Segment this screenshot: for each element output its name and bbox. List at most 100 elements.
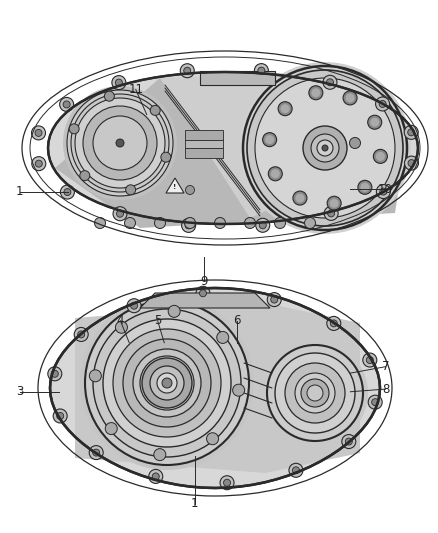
Text: 7: 7	[381, 360, 389, 373]
Circle shape	[64, 189, 71, 196]
Text: 9: 9	[200, 275, 208, 288]
Circle shape	[408, 159, 415, 167]
Circle shape	[404, 125, 418, 139]
Circle shape	[184, 217, 195, 229]
Circle shape	[117, 210, 124, 217]
Circle shape	[53, 409, 67, 423]
Circle shape	[35, 130, 42, 136]
Text: 11: 11	[128, 83, 143, 96]
Ellipse shape	[157, 373, 177, 393]
Circle shape	[268, 167, 282, 181]
Circle shape	[304, 217, 315, 229]
Ellipse shape	[301, 379, 329, 407]
Text: 1: 1	[191, 497, 199, 510]
Circle shape	[182, 219, 196, 232]
Circle shape	[265, 135, 274, 144]
Circle shape	[32, 157, 46, 171]
Ellipse shape	[140, 356, 194, 410]
Circle shape	[180, 64, 194, 78]
Circle shape	[207, 433, 219, 445]
Circle shape	[259, 222, 266, 229]
Text: 5: 5	[154, 314, 161, 327]
Circle shape	[131, 302, 138, 309]
Circle shape	[368, 395, 382, 409]
Polygon shape	[185, 148, 223, 158]
Circle shape	[80, 171, 90, 181]
Circle shape	[271, 169, 280, 178]
Circle shape	[116, 139, 124, 147]
Circle shape	[404, 156, 418, 170]
Circle shape	[263, 133, 277, 147]
Circle shape	[309, 86, 323, 100]
Ellipse shape	[267, 345, 363, 441]
Circle shape	[373, 149, 387, 164]
Circle shape	[74, 327, 88, 342]
Circle shape	[267, 293, 281, 306]
Circle shape	[105, 423, 117, 434]
Ellipse shape	[83, 106, 157, 180]
Circle shape	[323, 75, 337, 90]
Circle shape	[186, 185, 194, 195]
Ellipse shape	[133, 349, 201, 417]
Polygon shape	[50, 288, 380, 488]
Circle shape	[215, 217, 226, 229]
Circle shape	[372, 399, 379, 406]
Ellipse shape	[80, 296, 254, 470]
Circle shape	[326, 79, 333, 86]
Circle shape	[256, 219, 270, 232]
Circle shape	[408, 129, 415, 136]
Circle shape	[281, 104, 290, 113]
Ellipse shape	[103, 319, 231, 447]
Circle shape	[60, 98, 74, 111]
Polygon shape	[55, 78, 405, 228]
Circle shape	[155, 217, 166, 229]
Ellipse shape	[303, 126, 347, 170]
Text: 3: 3	[16, 385, 23, 398]
Polygon shape	[75, 303, 360, 473]
Ellipse shape	[307, 385, 323, 401]
Ellipse shape	[93, 309, 241, 457]
Text: 6: 6	[233, 314, 240, 327]
Circle shape	[112, 76, 126, 90]
Circle shape	[293, 467, 300, 474]
Circle shape	[149, 470, 163, 483]
Circle shape	[330, 320, 337, 327]
Circle shape	[379, 100, 386, 108]
Ellipse shape	[147, 363, 187, 403]
Polygon shape	[200, 71, 275, 85]
Ellipse shape	[113, 329, 221, 437]
Ellipse shape	[71, 94, 169, 192]
Circle shape	[311, 88, 320, 97]
Circle shape	[350, 138, 360, 149]
Ellipse shape	[85, 301, 249, 465]
Circle shape	[244, 217, 255, 229]
Circle shape	[233, 384, 245, 396]
Polygon shape	[48, 72, 418, 224]
Circle shape	[376, 97, 389, 111]
Circle shape	[275, 217, 286, 229]
Circle shape	[126, 185, 136, 195]
Circle shape	[370, 118, 379, 127]
Circle shape	[69, 124, 79, 134]
Circle shape	[78, 331, 85, 338]
Circle shape	[168, 305, 180, 317]
Text: 1: 1	[16, 185, 24, 198]
Circle shape	[127, 298, 141, 313]
Circle shape	[57, 413, 64, 419]
Circle shape	[32, 126, 46, 140]
Text: 8: 8	[382, 383, 389, 395]
Circle shape	[184, 67, 191, 74]
Circle shape	[342, 434, 356, 449]
Circle shape	[368, 115, 381, 129]
Circle shape	[343, 91, 357, 105]
Circle shape	[113, 207, 127, 221]
Ellipse shape	[63, 86, 177, 200]
Ellipse shape	[142, 358, 192, 408]
Circle shape	[376, 184, 390, 199]
Circle shape	[152, 473, 159, 480]
Circle shape	[328, 210, 335, 217]
Circle shape	[271, 296, 278, 303]
Circle shape	[48, 367, 62, 381]
Circle shape	[376, 152, 385, 161]
Polygon shape	[140, 293, 270, 308]
